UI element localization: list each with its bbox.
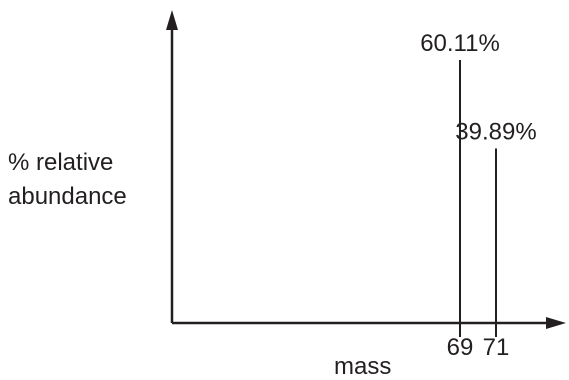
y-axis-label-line-1: % relative: [8, 149, 113, 176]
y-axis-label-line-2: abundance: [8, 183, 127, 210]
data-marks: 69 60.11% 71 39.89%: [420, 30, 537, 361]
x-axis-arrow-icon: [546, 317, 566, 329]
x-axis-label: mass: [334, 353, 391, 380]
y-axis-label: % relative abundance: [8, 149, 127, 210]
axes: [166, 10, 566, 329]
data-label-69: 60.11%: [420, 30, 500, 57]
data-label-71: 39.89%: [455, 118, 536, 145]
x-tick-label-71: 71: [483, 334, 510, 361]
x-tick-label-69: 69: [447, 334, 474, 361]
y-axis-arrow-icon: [166, 10, 178, 30]
